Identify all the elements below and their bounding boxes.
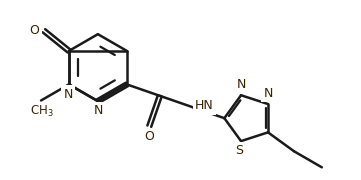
Text: O: O <box>30 24 39 37</box>
Text: HN: HN <box>195 99 214 112</box>
Text: N: N <box>263 87 273 100</box>
Text: N: N <box>63 87 73 101</box>
Text: S: S <box>235 144 243 157</box>
Text: O: O <box>144 130 154 143</box>
Text: N: N <box>94 104 104 117</box>
Text: CH$_3$: CH$_3$ <box>30 104 54 119</box>
Text: N: N <box>236 78 246 91</box>
